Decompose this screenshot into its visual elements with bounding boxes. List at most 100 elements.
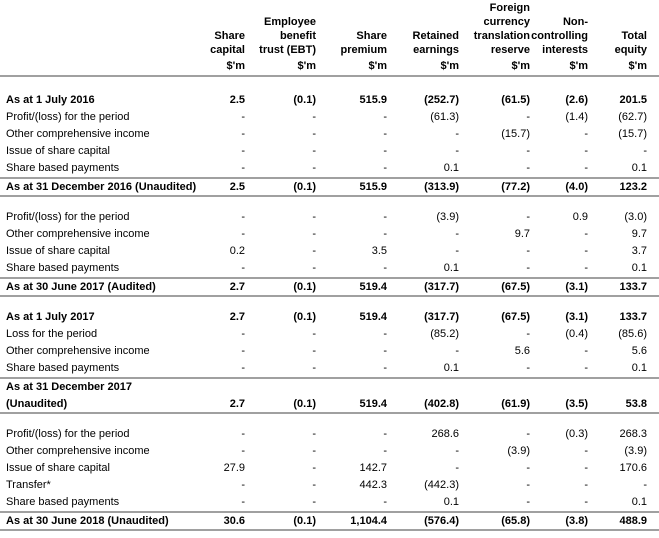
cell: 0.1 [444,496,459,508]
cell: (3.9) [436,211,459,223]
column-header: currency [484,16,531,28]
cell: 9.7 [632,228,647,240]
cell: (0.1) [293,281,316,293]
cell: (0.1) [293,94,316,106]
cell: (2.6) [565,94,588,106]
column-unit: $'m [297,60,316,72]
row-label: Profit/(loss) for the period [6,211,130,223]
cell: (3.0) [624,211,647,223]
cell: - [643,479,647,491]
cell: - [241,479,245,491]
cell: 133.7 [619,311,647,323]
row-label: Profit/(loss) for the period [6,428,130,440]
cell: - [312,462,316,474]
cell: - [455,245,459,257]
cell: 2.5 [230,94,245,106]
cell: - [455,345,459,357]
cell: - [383,145,387,157]
cell: - [383,345,387,357]
column-unit: $'m [368,60,387,72]
cell: - [312,328,316,340]
cell: - [312,245,316,257]
cell: - [241,111,245,123]
row-label: As at 1 July 2016 [6,94,95,106]
cell: - [584,245,588,257]
cell: 0.1 [444,162,459,174]
cell: 133.7 [619,281,647,293]
cell: - [584,345,588,357]
cell: 519.4 [359,281,387,293]
column-header: reserve [491,44,530,56]
cell: 170.6 [619,462,647,474]
cell: - [241,362,245,374]
cell: (4.0) [565,181,588,193]
column-unit: $'m [569,60,588,72]
cell: 519.4 [359,398,387,410]
cell: - [383,428,387,440]
cell: (3.9) [507,445,530,457]
cell: (61.9) [501,398,530,410]
cell: - [312,362,316,374]
cell: - [526,462,530,474]
cell: - [241,211,245,223]
row-label: Issue of share capital [6,145,110,157]
cell: - [312,145,316,157]
cell: - [383,162,387,174]
cell: (0.4) [565,328,588,340]
cell: 515.9 [359,181,387,193]
cell: (0.1) [293,311,316,323]
cell: - [312,111,316,123]
cell: (61.3) [430,111,459,123]
column-header: Share [214,30,245,42]
row-label: Issue of share capital [6,245,110,257]
cell: - [526,479,530,491]
row-label: As at 31 December 2017 [6,381,132,393]
cell: (3.1) [565,281,588,293]
cell: 2.7 [230,281,245,293]
cell: - [526,145,530,157]
cell: - [383,445,387,457]
cell: 0.1 [632,262,647,274]
column-unit: $'m [511,60,530,72]
row-label: Share based payments [6,162,120,174]
cell: 3.7 [632,245,647,257]
cell: (576.4) [424,515,459,527]
cell: - [312,262,316,274]
cell: - [241,228,245,240]
cell: - [526,362,530,374]
cell: - [312,228,316,240]
cell: (67.5) [501,281,530,293]
cell: (1.4) [565,111,588,123]
cell: - [312,162,316,174]
cell: - [241,262,245,274]
cell: - [526,328,530,340]
cell: - [241,162,245,174]
cell: - [312,345,316,357]
cell: (0.3) [565,428,588,440]
cell: 0.2 [230,245,245,257]
column-header: earnings [413,44,459,56]
cell: - [584,162,588,174]
cell: - [241,128,245,140]
cell: - [584,128,588,140]
column-header: trust (EBT) [259,44,316,56]
cell: 142.7 [359,462,387,474]
cell: (317.7) [424,311,459,323]
cell: - [312,479,316,491]
cell: - [455,145,459,157]
column-header: Share [356,30,387,42]
cell: 2.7 [230,398,245,410]
column-header: Non- [563,16,588,28]
cell: 30.6 [224,515,245,527]
column-header: translation [474,30,531,42]
cell: - [584,262,588,274]
column-header: Foreign [490,2,531,14]
row-label: Profit/(loss) for the period [6,111,130,123]
cell: - [643,145,647,157]
cell: 0.9 [573,211,588,223]
row-label: Issue of share capital [6,462,110,474]
cell: (67.5) [501,311,530,323]
cell: - [455,462,459,474]
cell: (65.8) [501,515,530,527]
cell: - [383,496,387,508]
